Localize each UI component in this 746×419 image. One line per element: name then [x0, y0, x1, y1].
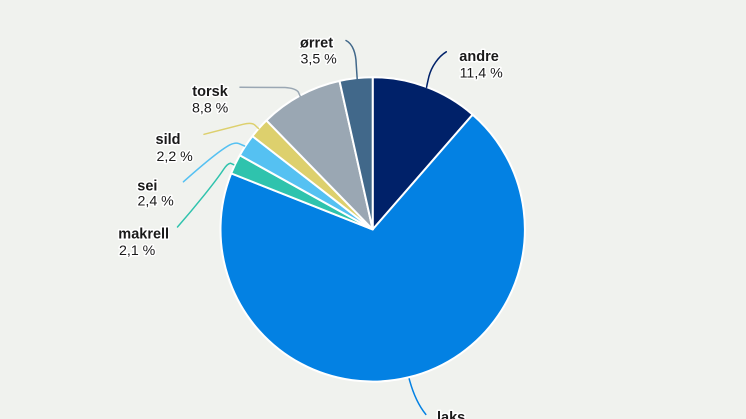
svg-text:andre: andre — [459, 49, 499, 65]
svg-text:2,1 %: 2,1 % — [119, 243, 156, 259]
svg-text:2,2 %: 2,2 % — [157, 149, 194, 165]
svg-text:laks: laks — [437, 410, 465, 419]
svg-text:sild: sild — [156, 132, 181, 148]
svg-text:ørret: ørret — [300, 36, 333, 52]
svg-text:sei: sei — [137, 178, 157, 194]
svg-text:8,8 %: 8,8 % — [192, 101, 229, 117]
svg-text:3,5 %: 3,5 % — [301, 52, 338, 68]
svg-text:11,4 %: 11,4 % — [460, 65, 504, 81]
svg-text:torsk: torsk — [192, 84, 228, 100]
svg-text:2,4 %: 2,4 % — [138, 194, 175, 210]
svg-text:makrell: makrell — [118, 227, 169, 243]
